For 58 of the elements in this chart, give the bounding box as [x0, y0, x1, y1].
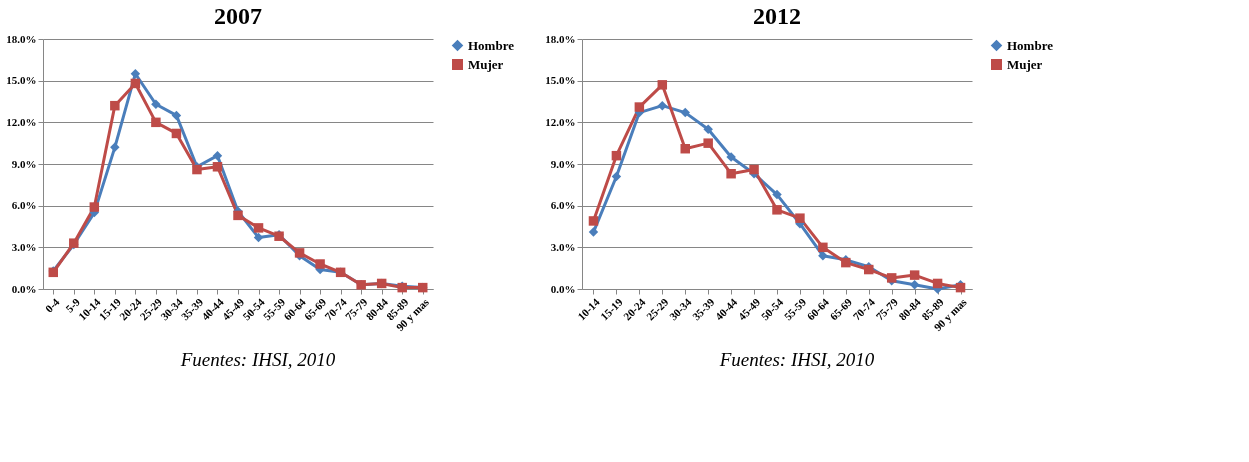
y-tick-label: 6.0% [550, 199, 576, 212]
y-tick-label: 18.0% [6, 32, 37, 45]
y-tick-label: 3.0% [550, 240, 576, 253]
y-tick-label: 9.0% [550, 157, 576, 170]
point [634, 102, 645, 112]
y-tick-label: 3.0% [11, 240, 37, 253]
legend-label: Mujer [468, 56, 504, 72]
y-tick-label: 0.0% [550, 282, 576, 295]
source-note: Fuentes: IHSI, 2010 [718, 349, 875, 370]
point [171, 128, 182, 139]
point [253, 223, 264, 233]
point [795, 213, 805, 223]
y-tick-label: 15.0% [6, 74, 37, 87]
legend-label: Hombre [468, 37, 515, 53]
point [151, 117, 161, 128]
point [130, 78, 141, 89]
point [233, 210, 243, 221]
point [588, 227, 599, 237]
point [909, 280, 920, 290]
y-tick-label: 15.0% [545, 74, 576, 87]
point [772, 189, 782, 200]
point [680, 143, 690, 154]
point [253, 232, 264, 243]
point [749, 164, 759, 175]
y-tick-label: 0.0% [11, 282, 37, 295]
x-tick-label: 0-4 [42, 295, 62, 315]
point [657, 80, 668, 90]
point [89, 202, 100, 212]
y-tick-label: 18.0% [545, 32, 576, 45]
point [171, 110, 182, 121]
source-note: Fuentes: IHSI, 2010 [179, 349, 336, 370]
point [909, 270, 920, 280]
chart-title: 2012 [753, 3, 801, 29]
legend-label: Mujer [1007, 56, 1043, 72]
point [315, 259, 325, 269]
point [657, 100, 668, 111]
chart-title: 2007 [214, 3, 262, 29]
point [726, 168, 736, 179]
point [588, 216, 599, 226]
point [212, 150, 223, 161]
point [703, 124, 713, 135]
point [680, 107, 690, 118]
point [818, 242, 828, 253]
y-tick-label: 12.0% [6, 115, 37, 128]
point [772, 205, 782, 215]
point [130, 68, 141, 79]
point [110, 100, 120, 111]
point [611, 150, 622, 161]
legend-label: Hombre [1007, 37, 1054, 53]
point [151, 99, 161, 110]
y-tick-label: 6.0% [11, 199, 37, 212]
point [703, 138, 713, 148]
point [932, 278, 943, 289]
y-tick-label: 9.0% [11, 157, 37, 170]
y-tick-label: 12.0% [545, 115, 576, 128]
point [110, 142, 120, 153]
point [212, 162, 223, 172]
point [611, 171, 622, 182]
